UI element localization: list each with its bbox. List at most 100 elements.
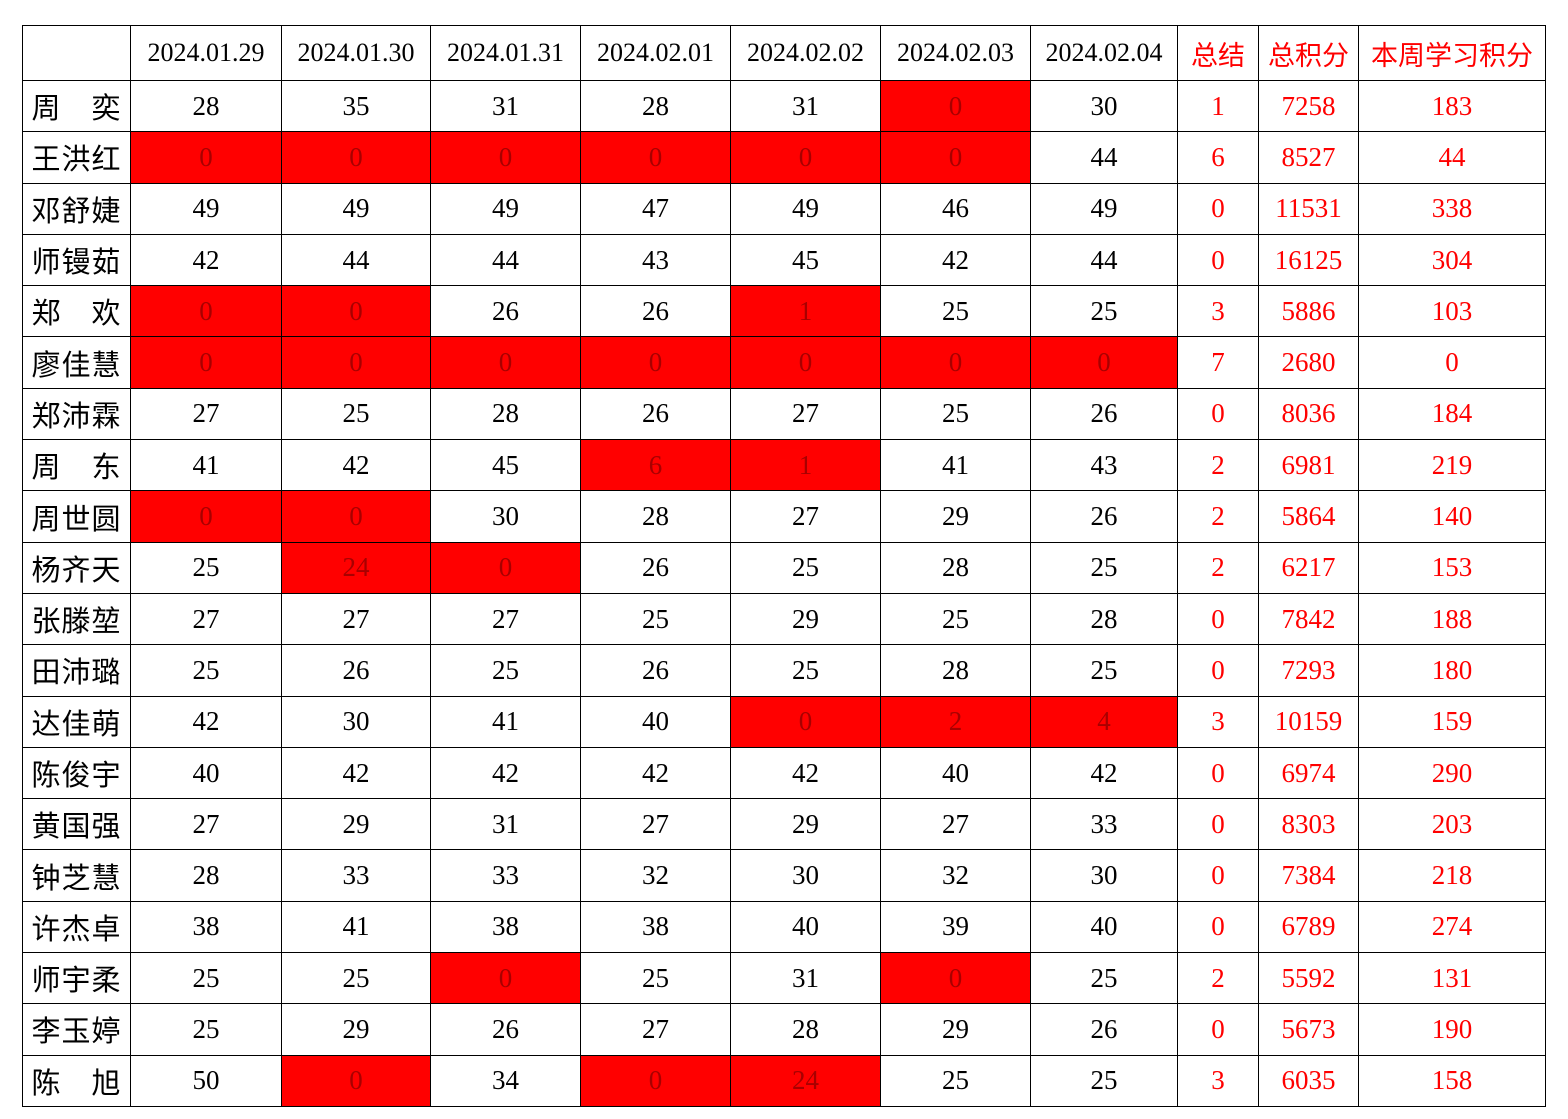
score-cell: 25 [1030, 1054, 1178, 1107]
score-cell: 25 [281, 952, 431, 1005]
total-points-cell: 5592 [1258, 952, 1359, 1005]
score-cell: 41 [430, 695, 581, 748]
score-cell: 40 [580, 695, 731, 748]
week-points-cell: 203 [1358, 798, 1546, 851]
total-points-column-header: 总积分 [1258, 25, 1359, 81]
score-cell: 29 [281, 798, 431, 851]
score-cell-flagged: 0 [580, 336, 731, 389]
score-cell: 49 [430, 182, 581, 235]
score-cell: 27 [580, 1003, 731, 1056]
score-cell: 29 [730, 798, 881, 851]
score-cell: 27 [730, 490, 881, 543]
score-cell: 26 [580, 541, 731, 594]
score-cell-flagged: 1 [730, 439, 881, 492]
score-cell: 44 [430, 233, 581, 287]
score-cell: 40 [730, 900, 881, 954]
score-cell-flagged: 0 [130, 285, 282, 338]
score-cell: 42 [281, 439, 431, 492]
score-cell: 33 [430, 849, 581, 902]
student-name: 师宇柔 [22, 952, 131, 1005]
summary-count-cell: 3 [1177, 695, 1259, 748]
score-cell: 25 [880, 285, 1031, 338]
table-row: 许杰卓 38 41 38 38 40 39 40 0 6789 274 [22, 900, 1546, 954]
total-points-cell: 6789 [1258, 900, 1359, 954]
score-cell: 49 [730, 182, 881, 235]
score-cell-flagged: 24 [281, 541, 431, 594]
score-cell: 45 [430, 439, 581, 492]
score-cell: 30 [730, 849, 881, 902]
score-table: 2024.01.29 2024.01.30 2024.01.31 2024.02… [22, 25, 1546, 1107]
table-row: 陈 旭 50 0 34 0 24 25 25 3 6035 158 [22, 1054, 1546, 1107]
summary-count-cell: 0 [1177, 1003, 1259, 1056]
student-name: 张滕堃 [22, 592, 131, 646]
student-name: 王洪红 [22, 131, 131, 184]
score-cell: 25 [1030, 541, 1178, 594]
score-cell: 27 [130, 387, 282, 441]
date-column-header: 2024.02.04 [1030, 25, 1178, 81]
table-row: 周 东 41 42 45 6 1 41 43 2 6981 219 [22, 439, 1546, 492]
student-name: 陈俊宇 [22, 746, 131, 800]
summary-count-cell: 2 [1177, 439, 1259, 492]
total-points-cell: 5886 [1258, 285, 1359, 338]
score-cell: 29 [281, 1003, 431, 1056]
summary-count-cell: 0 [1177, 592, 1259, 646]
total-points-cell: 7384 [1258, 849, 1359, 902]
score-cell: 42 [880, 233, 1031, 287]
summary-count-cell: 0 [1177, 746, 1259, 800]
total-points-cell: 6035 [1258, 1054, 1359, 1107]
score-cell: 26 [580, 387, 731, 441]
table-row: 李玉婷 25 29 26 27 28 29 26 0 5673 190 [22, 1003, 1546, 1056]
total-points-cell: 16125 [1258, 233, 1359, 287]
student-name: 陈 旭 [22, 1054, 131, 1107]
table-row: 达佳萌 42 30 41 40 0 2 4 3 10159 159 [22, 695, 1546, 748]
score-cell-flagged: 2 [880, 695, 1031, 748]
score-cell: 27 [730, 387, 881, 441]
score-cell: 43 [580, 233, 731, 287]
score-cell-flagged: 0 [130, 490, 282, 543]
student-name: 李玉婷 [22, 1003, 131, 1056]
score-cell: 41 [130, 439, 282, 492]
summary-count-cell: 0 [1177, 849, 1259, 902]
total-points-cell: 5673 [1258, 1003, 1359, 1056]
table-row: 郑 欢 0 0 26 26 1 25 25 3 5886 103 [22, 285, 1546, 338]
week-points-cell: 153 [1358, 541, 1546, 594]
score-cell: 26 [580, 285, 731, 338]
header-row: 2024.01.29 2024.01.30 2024.01.31 2024.02… [22, 25, 1546, 81]
score-cell: 25 [1030, 952, 1178, 1005]
score-cell-flagged: 4 [1030, 695, 1178, 748]
score-cell: 31 [430, 79, 581, 133]
total-points-cell: 7258 [1258, 79, 1359, 133]
score-cell: 25 [880, 1054, 1031, 1107]
total-points-cell: 8303 [1258, 798, 1359, 851]
score-cell: 31 [730, 952, 881, 1005]
week-points-cell: 103 [1358, 285, 1546, 338]
week-points-cell: 218 [1358, 849, 1546, 902]
table-row: 黄国强 27 29 31 27 29 27 33 0 8303 203 [22, 798, 1546, 851]
week-points-cell: 219 [1358, 439, 1546, 492]
score-cell: 25 [580, 952, 731, 1005]
student-name: 达佳萌 [22, 695, 131, 748]
score-cell-flagged: 6 [580, 439, 731, 492]
score-cell: 42 [281, 746, 431, 800]
student-name: 田沛璐 [22, 644, 131, 697]
score-cell: 25 [1030, 644, 1178, 697]
week-points-cell: 159 [1358, 695, 1546, 748]
student-name: 郑 欢 [22, 285, 131, 338]
score-cell-flagged: 24 [730, 1054, 881, 1107]
score-cell: 28 [730, 1003, 881, 1056]
score-cell: 34 [430, 1054, 581, 1107]
score-cell: 44 [1030, 131, 1178, 184]
student-name: 郑沛霖 [22, 387, 131, 441]
score-cell: 25 [580, 592, 731, 646]
score-cell: 32 [880, 849, 1031, 902]
score-cell: 49 [281, 182, 431, 235]
summary-count-cell: 2 [1177, 541, 1259, 594]
score-cell: 26 [1030, 490, 1178, 543]
student-name: 钟芝慧 [22, 849, 131, 902]
score-cell: 49 [130, 182, 282, 235]
score-cell-flagged: 0 [130, 131, 282, 184]
table-row: 陈俊宇 40 42 42 42 42 40 42 0 6974 290 [22, 746, 1546, 800]
score-cell: 26 [580, 644, 731, 697]
table-row: 邓舒婕 49 49 49 47 49 46 49 0 11531 338 [22, 182, 1546, 235]
score-cell: 32 [580, 849, 731, 902]
